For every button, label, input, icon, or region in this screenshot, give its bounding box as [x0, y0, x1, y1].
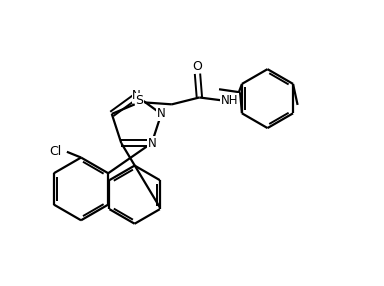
Text: NH: NH: [220, 94, 238, 107]
Text: O: O: [192, 59, 202, 73]
Text: N: N: [157, 108, 166, 120]
Text: N: N: [147, 136, 156, 150]
Text: N: N: [132, 90, 141, 102]
Text: S: S: [135, 94, 143, 107]
Text: Cl: Cl: [49, 145, 61, 158]
